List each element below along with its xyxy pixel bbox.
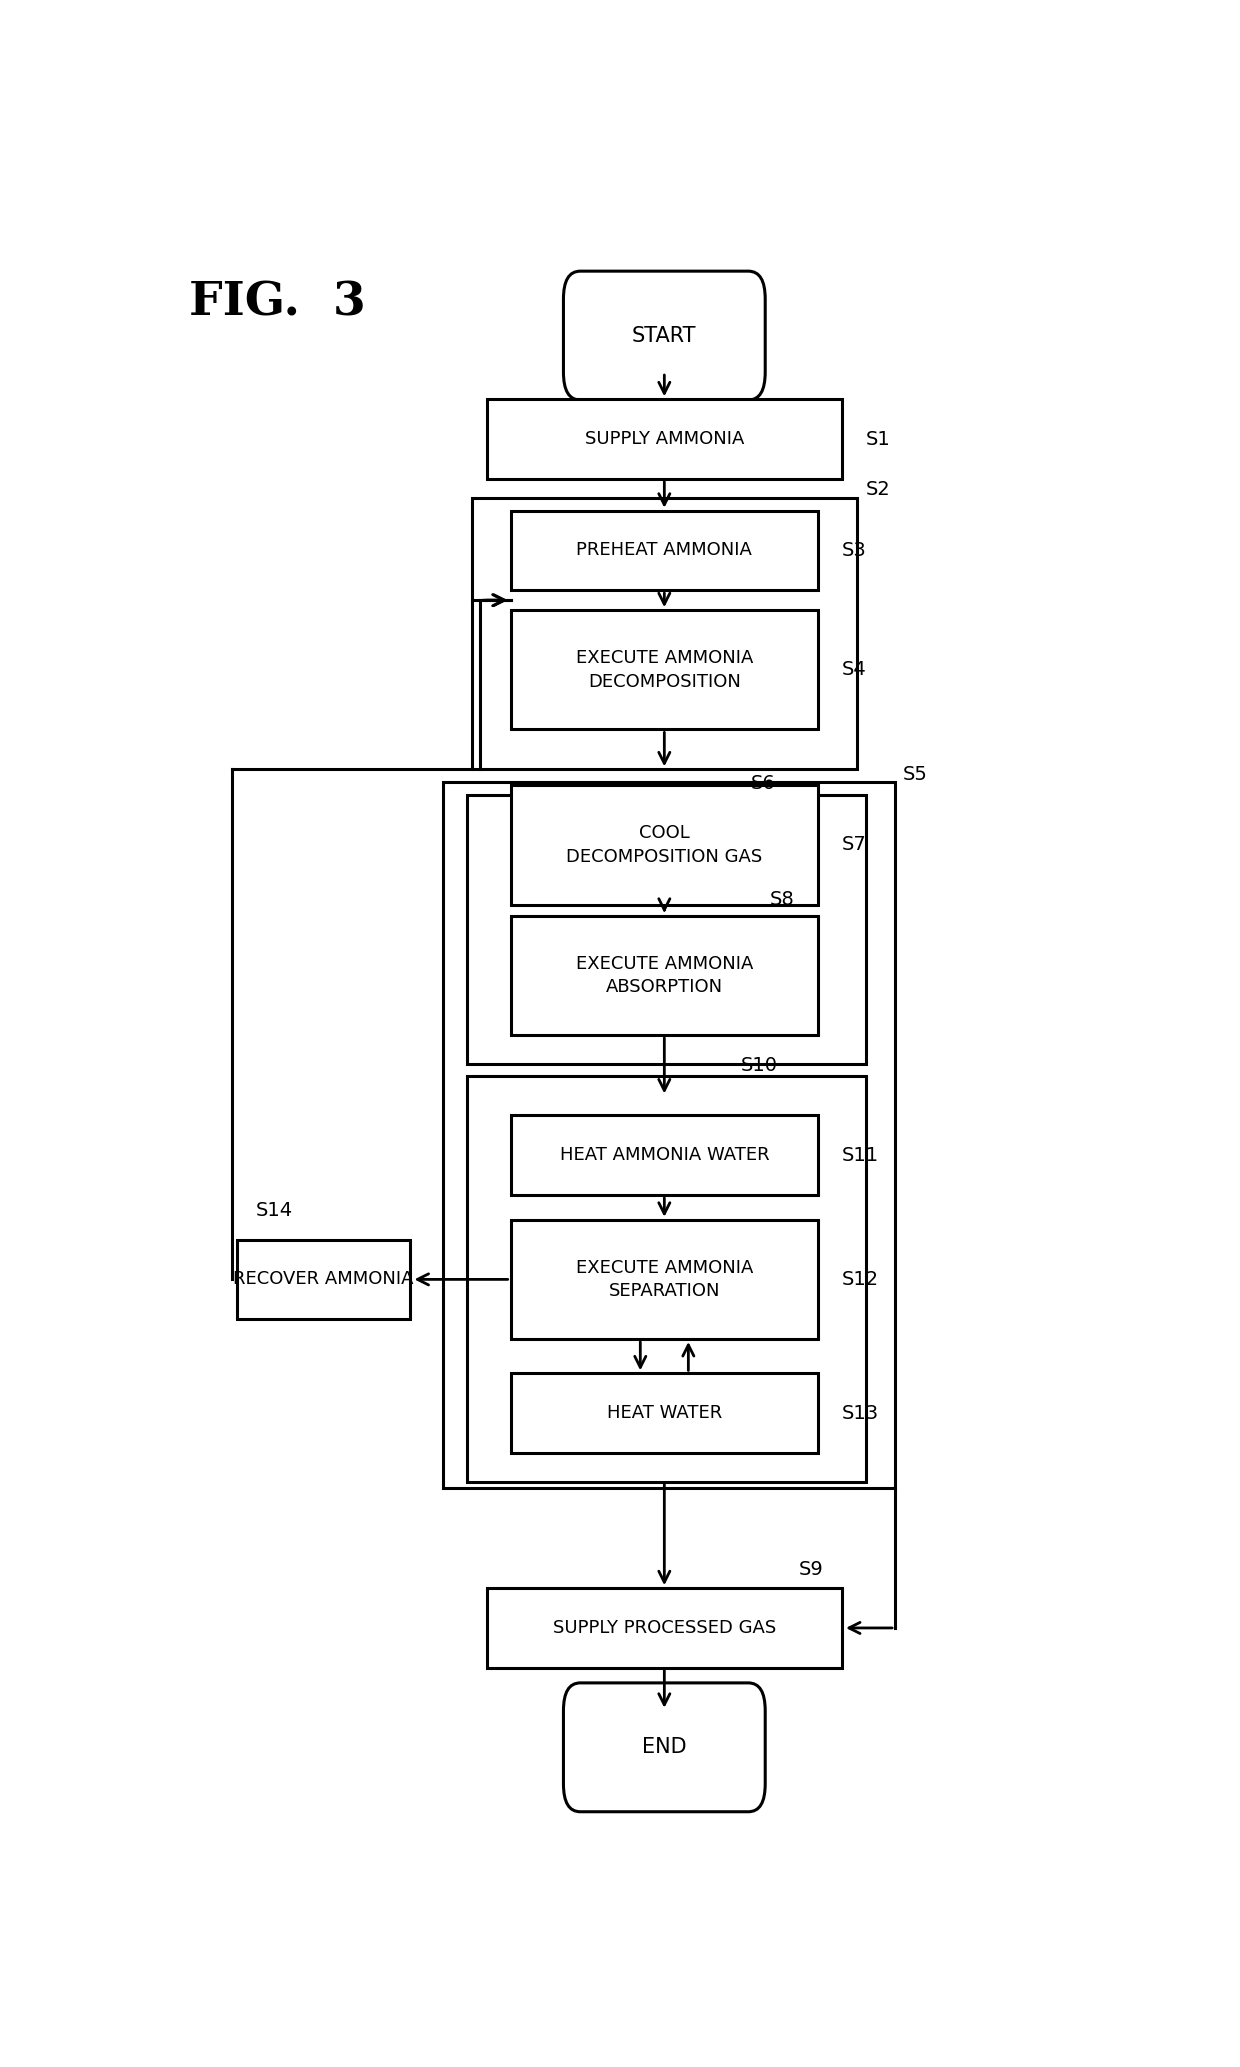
Text: EXECUTE AMMONIA
SEPARATION: EXECUTE AMMONIA SEPARATION xyxy=(575,1259,753,1300)
Text: HEAT AMMONIA WATER: HEAT AMMONIA WATER xyxy=(559,1147,769,1164)
Text: HEAT WATER: HEAT WATER xyxy=(606,1403,722,1422)
Bar xyxy=(237,1240,409,1319)
Bar xyxy=(511,1220,818,1339)
Bar xyxy=(467,1077,867,1482)
Bar xyxy=(472,498,857,769)
Bar xyxy=(511,785,818,905)
Text: S14: S14 xyxy=(255,1201,293,1220)
Text: FIG.  3: FIG. 3 xyxy=(188,279,366,327)
Text: COOL
DECOMPOSITION GAS: COOL DECOMPOSITION GAS xyxy=(567,825,763,866)
Text: S8: S8 xyxy=(770,891,795,909)
Text: S1: S1 xyxy=(867,430,890,449)
Bar xyxy=(511,610,818,730)
Bar xyxy=(486,399,842,480)
Bar xyxy=(486,1587,842,1668)
Text: S4: S4 xyxy=(842,659,867,680)
Text: S13: S13 xyxy=(842,1403,879,1422)
Text: RECOVER AMMONIA: RECOVER AMMONIA xyxy=(233,1271,413,1288)
Text: SUPPLY PROCESSED GAS: SUPPLY PROCESSED GAS xyxy=(553,1618,776,1637)
Text: SUPPLY AMMONIA: SUPPLY AMMONIA xyxy=(584,430,744,449)
Bar xyxy=(511,1372,818,1453)
Text: S9: S9 xyxy=(799,1561,823,1579)
Text: EXECUTE AMMONIA
ABSORPTION: EXECUTE AMMONIA ABSORPTION xyxy=(575,955,753,996)
Text: END: END xyxy=(642,1738,687,1757)
Text: S11: S11 xyxy=(842,1145,879,1164)
Bar xyxy=(511,916,818,1036)
Text: EXECUTE AMMONIA
DECOMPOSITION: EXECUTE AMMONIA DECOMPOSITION xyxy=(575,649,753,690)
Bar xyxy=(511,1116,818,1195)
Text: S2: S2 xyxy=(867,480,890,500)
Text: START: START xyxy=(632,327,697,345)
Bar xyxy=(511,511,818,591)
Bar xyxy=(444,781,895,1488)
Text: S7: S7 xyxy=(842,835,867,854)
Text: S12: S12 xyxy=(842,1269,879,1290)
Text: PREHEAT AMMONIA: PREHEAT AMMONIA xyxy=(577,542,753,560)
Bar xyxy=(467,794,867,1065)
FancyBboxPatch shape xyxy=(563,271,765,401)
Text: S5: S5 xyxy=(903,765,928,783)
Text: S3: S3 xyxy=(842,542,867,560)
Text: S6: S6 xyxy=(751,775,775,794)
Text: S10: S10 xyxy=(742,1056,779,1075)
FancyBboxPatch shape xyxy=(563,1683,765,1813)
